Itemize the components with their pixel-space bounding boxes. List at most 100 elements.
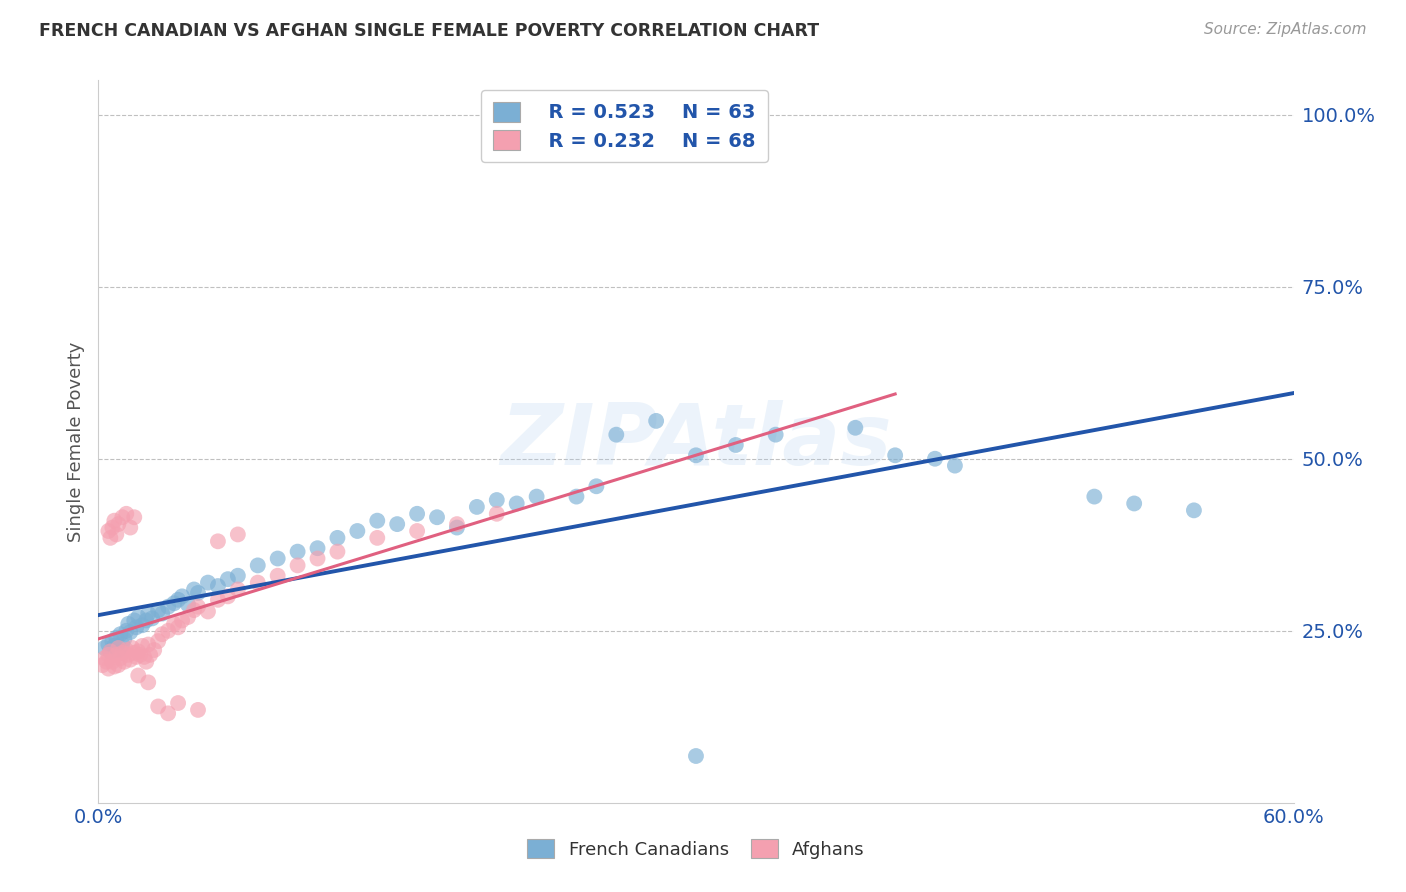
Point (177, 610, 200, 624)
Point (246, 558, 269, 573)
Point (326, 544, 349, 558)
Point (844, 421, 866, 435)
Point (111, 646, 134, 660)
Point (125, 649, 148, 664)
Point (346, 524, 368, 538)
Point (565, 490, 588, 504)
Point (129, 648, 152, 662)
Point (98, 644, 122, 658)
Point (131, 639, 153, 653)
Point (150, 607, 173, 621)
Point (366, 531, 388, 545)
Point (103, 639, 125, 653)
Point (111, 638, 134, 652)
Point (226, 568, 249, 582)
Point (385, 517, 409, 532)
Point (485, 507, 508, 521)
Point (207, 592, 229, 607)
Point (585, 479, 607, 493)
Point (183, 603, 205, 617)
Point (105, 527, 128, 541)
Point (136, 638, 159, 652)
Point (91, 658, 114, 673)
Point (765, 427, 787, 442)
Point (115, 624, 138, 638)
Point (267, 551, 290, 566)
Point (187, 703, 209, 717)
Point (226, 582, 249, 597)
Point (121, 640, 143, 655)
Point (105, 631, 128, 645)
Point (167, 696, 190, 710)
Point (685, 448, 707, 462)
Point (465, 500, 488, 514)
Point (157, 706, 180, 721)
Point (101, 634, 124, 648)
Point (406, 524, 429, 538)
Point (943, 458, 966, 473)
Point (267, 568, 290, 582)
Point (111, 510, 134, 524)
Point (117, 648, 139, 662)
Point (97, 662, 120, 676)
Point (187, 586, 209, 600)
Point (406, 507, 429, 521)
Point (1123, 496, 1146, 510)
Text: ZIPAtlas: ZIPAtlas (501, 400, 891, 483)
Point (150, 627, 173, 641)
Point (1083, 490, 1105, 504)
Point (131, 618, 153, 632)
Point (120, 653, 142, 667)
Point (163, 596, 186, 610)
Point (125, 620, 148, 634)
Point (101, 655, 124, 669)
Point (183, 582, 205, 597)
Text: Source: ZipAtlas.com: Source: ZipAtlas.com (1204, 22, 1367, 37)
Y-axis label: Single Female Poverty: Single Female Poverty (66, 342, 84, 541)
Point (645, 414, 668, 428)
Point (98, 531, 122, 545)
Legend: French Canadians, Afghans: French Canadians, Afghans (520, 832, 872, 866)
Point (884, 448, 907, 462)
Point (148, 603, 170, 617)
Point (163, 616, 186, 631)
Point (287, 544, 309, 558)
Point (446, 520, 468, 534)
Point (103, 514, 125, 528)
Point (685, 749, 707, 764)
Point (97, 638, 120, 652)
Point (605, 427, 627, 442)
Point (148, 634, 170, 648)
Point (724, 438, 747, 452)
Point (135, 614, 157, 628)
Point (136, 675, 159, 690)
Point (97, 524, 120, 538)
Point (246, 575, 269, 590)
Point (105, 648, 128, 662)
Point (110, 651, 132, 665)
Point (112, 655, 135, 669)
Point (326, 531, 349, 545)
Point (124, 614, 146, 628)
Point (157, 624, 180, 638)
Point (207, 534, 229, 549)
Point (485, 493, 508, 508)
Point (143, 643, 166, 657)
Point (1182, 503, 1205, 517)
Point (526, 490, 548, 504)
Point (167, 620, 190, 634)
Point (506, 496, 529, 510)
Point (446, 517, 468, 532)
Text: FRENCH CANADIAN VS AFGHAN SINGLE FEMALE POVERTY CORRELATION CHART: FRENCH CANADIAN VS AFGHAN SINGLE FEMALE … (39, 22, 820, 40)
Point (93, 640, 115, 655)
Point (112, 632, 135, 646)
Point (127, 668, 149, 682)
Point (124, 510, 146, 524)
Point (136, 607, 159, 621)
Point (107, 643, 129, 657)
Point (187, 599, 209, 614)
Point (307, 551, 329, 566)
Point (217, 572, 239, 586)
Point (366, 514, 388, 528)
Point (107, 517, 129, 532)
